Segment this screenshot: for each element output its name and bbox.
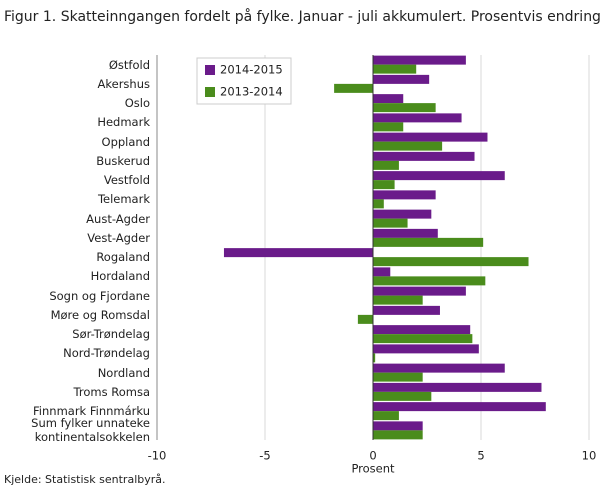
y-tick-label: Finnmark Finnmárku [33, 404, 150, 419]
y-tick-label: Hordaland [90, 269, 150, 284]
y-tick-label: Oslo [124, 96, 150, 111]
bar [373, 411, 399, 421]
y-tick-label: Sogn og Fjordane [49, 288, 150, 303]
legend-swatch [205, 87, 215, 97]
x-tick-label: -10 [148, 449, 167, 463]
bar [373, 190, 436, 200]
y-tick-label: Nordland [97, 365, 150, 380]
bar [373, 391, 432, 401]
x-tick-label: 0 [369, 449, 376, 463]
bar [373, 171, 505, 181]
bar [373, 325, 471, 335]
bar [334, 83, 373, 93]
bar [373, 151, 475, 161]
legend-label: 2014-2015 [220, 63, 283, 77]
bar [373, 276, 486, 286]
bar [357, 314, 373, 324]
y-tick-label: Oppland [101, 134, 150, 149]
chart-title: Figur 1. Skatteinngangen fordelt på fylk… [4, 8, 601, 25]
bar [373, 305, 440, 315]
y-tick-label: Østfold [108, 57, 150, 72]
bar [373, 257, 529, 267]
bar [373, 55, 466, 65]
legend-swatch [205, 65, 215, 75]
bar [373, 267, 391, 277]
bar [373, 209, 432, 219]
y-tick-label: Sum fylker unnateke kontinentalsokkelen [31, 416, 150, 445]
bar [373, 363, 505, 373]
x-tick-label: 5 [477, 449, 484, 463]
bar [373, 113, 462, 123]
bar [373, 334, 473, 344]
bar [223, 248, 373, 258]
bar [373, 295, 423, 305]
y-tick-label: Aust-Agder [86, 211, 150, 226]
source: Kjelde: Statistisk sentralbyrå. [4, 473, 166, 486]
bar [373, 64, 417, 74]
bar [373, 122, 404, 132]
bar [373, 74, 430, 84]
bar [373, 421, 423, 431]
y-tick-label: Rogaland [96, 250, 150, 265]
bar [373, 228, 438, 238]
x-tick-label: 10 [582, 449, 597, 463]
y-tick-label: Hedmark [97, 115, 150, 130]
x-axis-label: Prosent [351, 462, 395, 476]
bar [373, 132, 488, 142]
bar [373, 103, 436, 113]
bar [373, 372, 423, 382]
y-tick-label: Møre og Romsdal [50, 307, 150, 322]
bar [373, 430, 423, 440]
x-tick-label: -5 [259, 449, 270, 463]
bar [373, 286, 466, 296]
y-tick-label: Buskerud [96, 153, 150, 168]
bar [373, 94, 404, 104]
y-tick-label: Sør-Trøndelag [72, 327, 150, 342]
bar [373, 199, 384, 209]
y-tick-label: Troms Romsa [73, 384, 150, 399]
bar [373, 160, 399, 170]
legend-label: 2013-2014 [220, 85, 283, 99]
bar [373, 344, 479, 354]
bar [373, 141, 443, 151]
bar [373, 382, 542, 392]
bar [373, 218, 408, 228]
y-tick-label: Nord-Trøndelag [63, 346, 150, 361]
bar [373, 180, 395, 190]
y-tick-label: Akershus [97, 76, 150, 91]
y-tick-label: Vest-Agder [87, 230, 150, 245]
y-tick-label: Telemark [97, 192, 150, 207]
bar [373, 353, 376, 363]
bar [373, 237, 484, 247]
bar [373, 402, 546, 412]
y-tick-label: Vestfold [103, 173, 150, 188]
